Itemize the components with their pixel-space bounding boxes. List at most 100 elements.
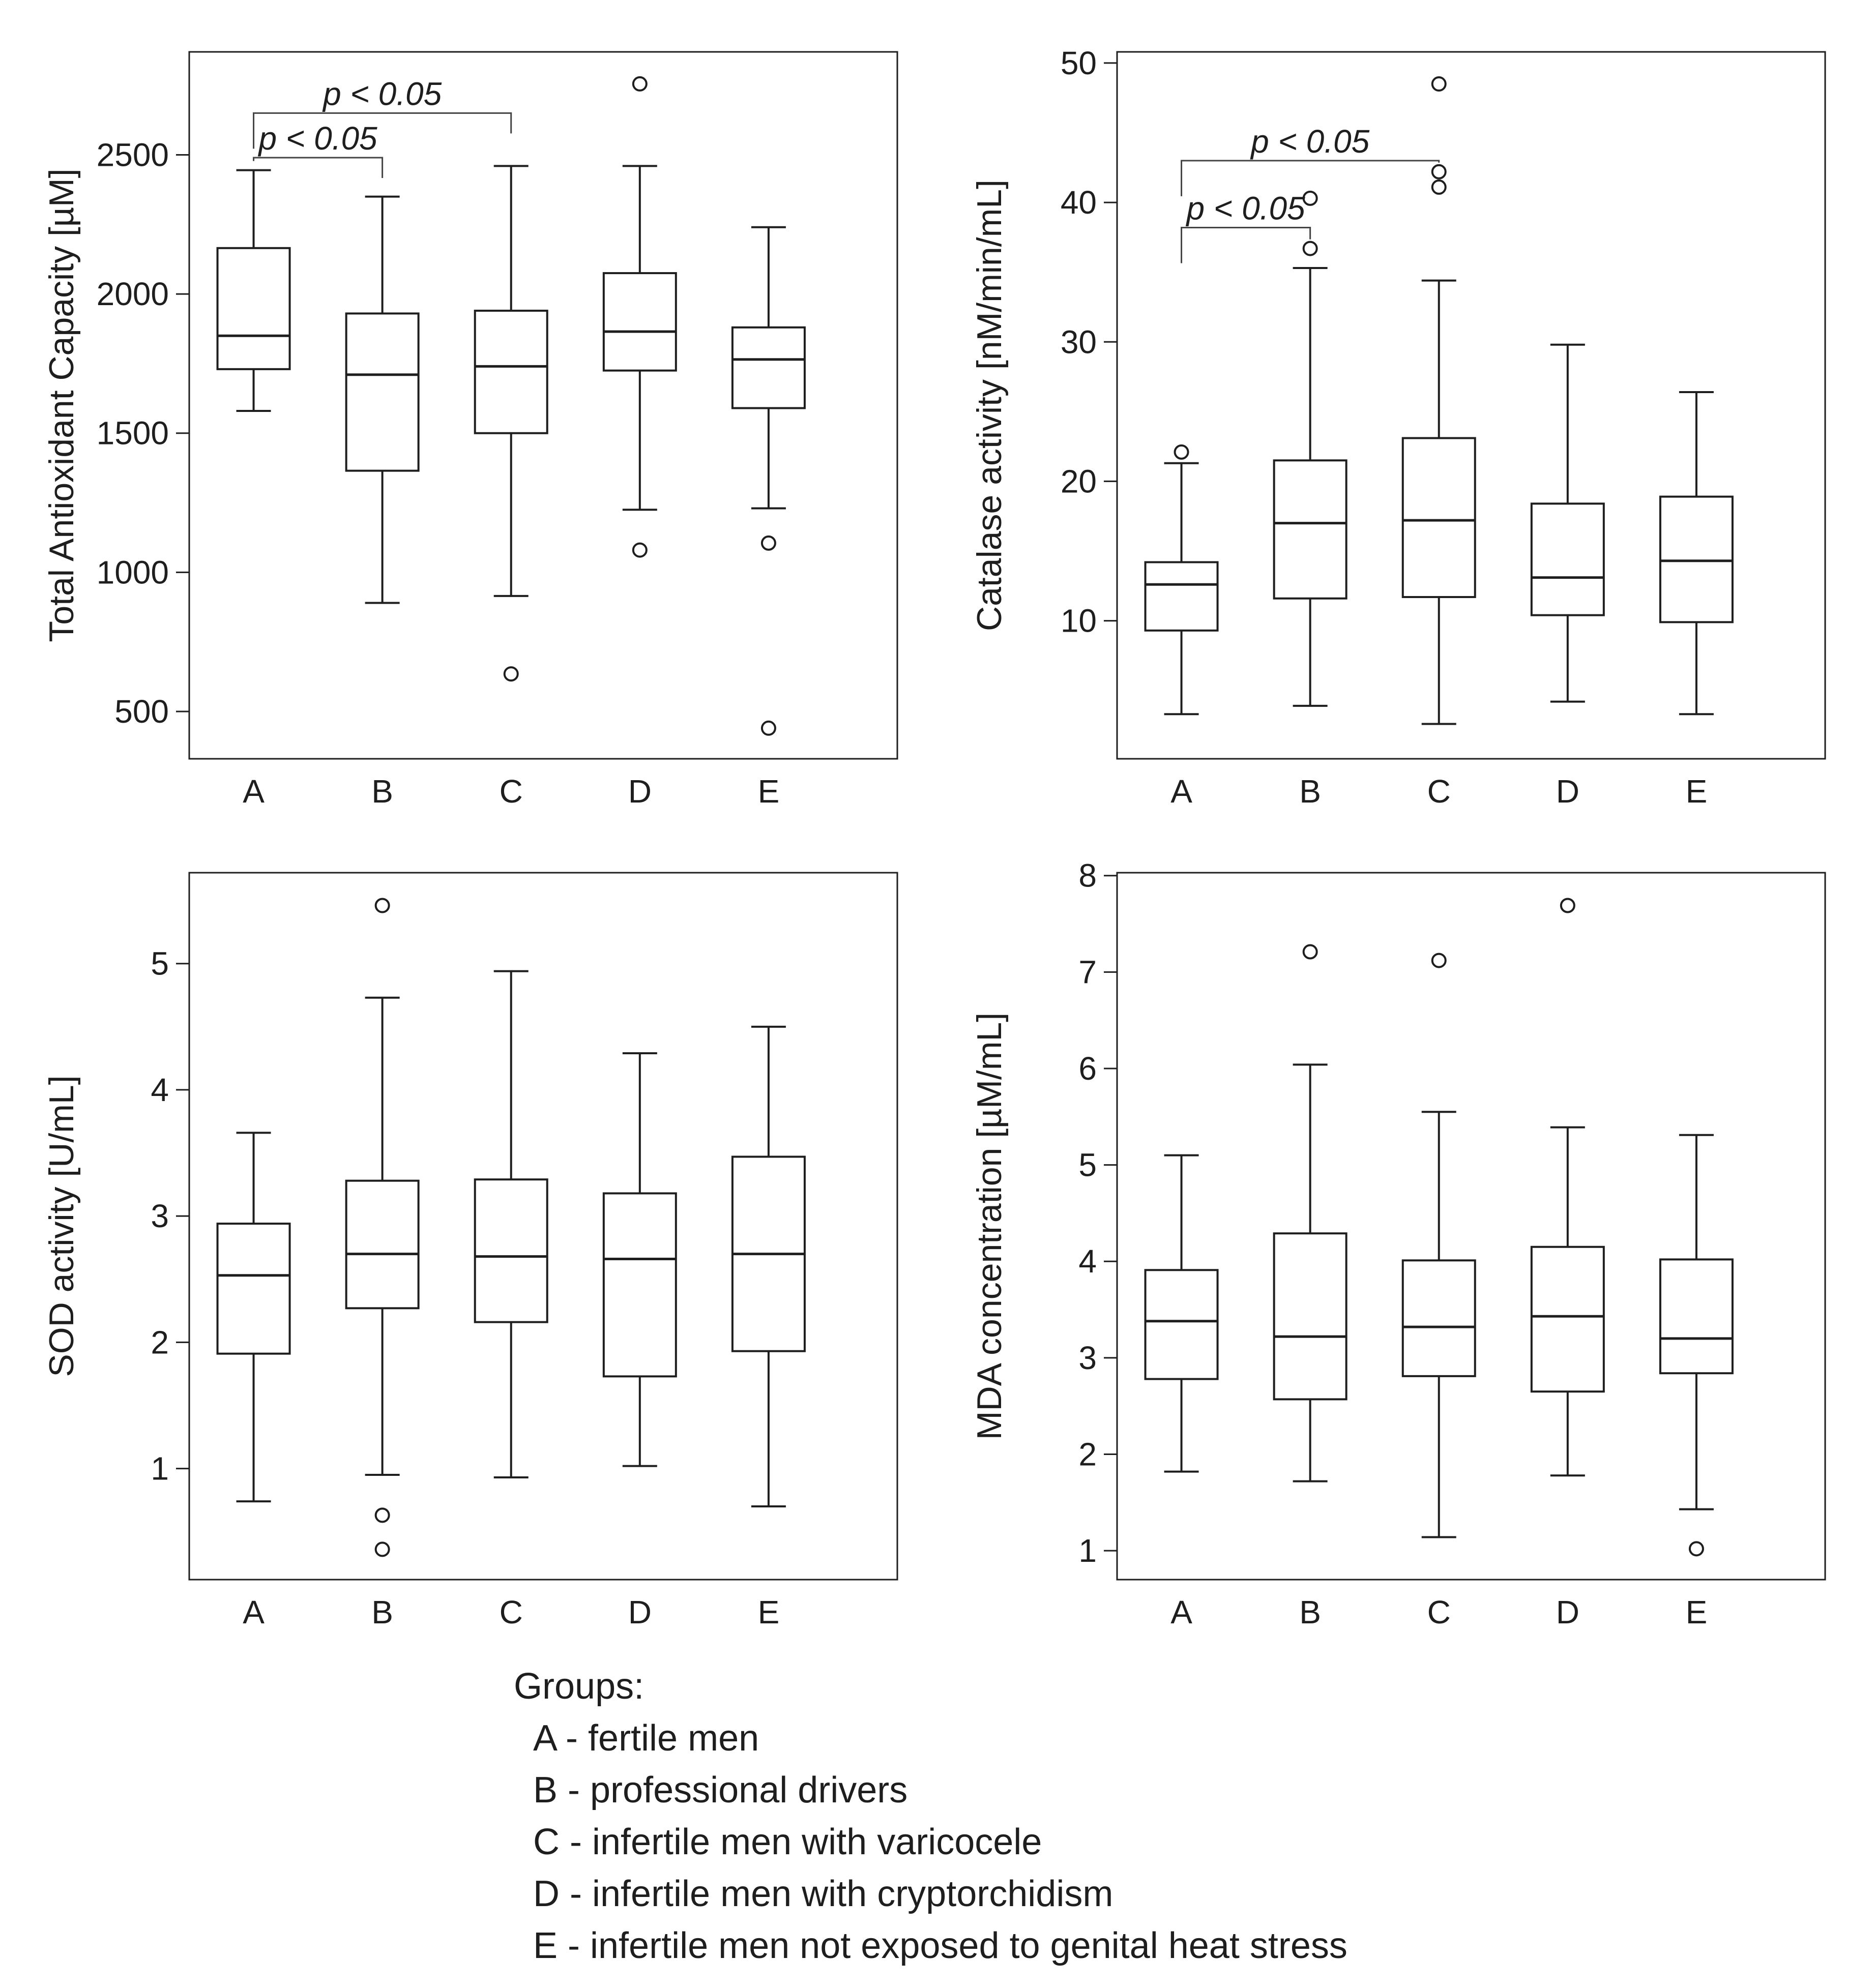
box-iqr (1659, 1258, 1734, 1375)
panel-sod-activity: 1 2 3 4 5 SOD activity [U/mL] A B C D E (42, 872, 898, 1630)
x-tick-label: C (1427, 773, 1451, 810)
significance-label: p < 0.05 (1186, 190, 1306, 226)
outlier-point (1431, 76, 1447, 92)
outlier-point (374, 1541, 390, 1557)
significance-label: p < 0.05 (322, 75, 442, 112)
outlier-point (1302, 944, 1318, 960)
y-tick-label: 2000 (97, 276, 169, 312)
legend-item-d: D - infertile men with cryptorchidism (533, 1874, 1113, 1914)
box-iqr (474, 309, 548, 434)
y-tick-label: 2 (151, 1324, 169, 1360)
x-tick-label: B (1299, 1594, 1321, 1630)
significance-label: p < 0.05 (1250, 123, 1370, 160)
box-iqr (602, 272, 677, 372)
x-tick-label: A (243, 773, 265, 810)
x-tick-label: C (500, 1594, 523, 1630)
y-tick-label: 1000 (97, 554, 169, 590)
outlier-point (374, 898, 390, 913)
x-tick-label: A (1170, 1594, 1192, 1630)
box-iqr (216, 247, 291, 370)
y-tick-label: 3 (151, 1198, 169, 1234)
box-iqr (1273, 1232, 1347, 1401)
y-axis-title: MDA concentration [µM/mL] (970, 1013, 1009, 1440)
box-iqr (1659, 495, 1734, 624)
x-tick-label: E (758, 773, 780, 810)
plot-frame (1116, 872, 1826, 1581)
significance-bracket (1181, 226, 1311, 263)
panel-total-antioxidant-capacity: 500 1000 1500 2000 2500 Total Antioxidant Cap… (42, 51, 898, 810)
legend-item-b: B - professional drivers (533, 1770, 907, 1811)
y-tick-label: 8 (1078, 857, 1097, 894)
y-tick-label: 10 (1061, 603, 1097, 639)
box-iqr (1401, 437, 1476, 598)
x-tick-label: D (1556, 1594, 1579, 1630)
y-tick-label: 6 (1078, 1050, 1097, 1087)
y-axis-title: SOD activity [U/mL] (42, 1075, 81, 1377)
outlier-point (1431, 179, 1447, 195)
box-iqr (1530, 1245, 1605, 1393)
plot-frame (188, 51, 898, 760)
y-tick-label: 20 (1061, 463, 1097, 499)
x-tick-label: A (1170, 773, 1192, 810)
y-tick-label: 40 (1061, 184, 1097, 221)
outlier-point (760, 535, 776, 551)
y-tick-label: 30 (1061, 323, 1097, 360)
legend-item-c: C - infertile men with varicocele (533, 1822, 1042, 1862)
panel-catalase-activity: 10 20 30 40 50 Catalase activity [nM/min/mL] A… (970, 45, 1826, 810)
outlier-point (374, 1507, 390, 1523)
y-tick-label: 4 (1078, 1243, 1097, 1280)
significance-bracket (253, 157, 384, 178)
box-iqr (1530, 502, 1605, 616)
y-tick-label: 4 (151, 1072, 169, 1108)
box-iqr (1401, 1259, 1476, 1377)
legend-item-a: A - fertile men (533, 1718, 759, 1759)
outlier-point (632, 542, 648, 558)
y-tick-label: 50 (1061, 45, 1097, 81)
significance-bracket (1181, 160, 1440, 196)
y-tick-label: 7 (1078, 954, 1097, 990)
x-tick-label: A (243, 1594, 265, 1630)
y-tick-label: 1 (1078, 1532, 1097, 1569)
x-tick-label: E (1686, 773, 1708, 810)
outlier-point (1302, 190, 1318, 206)
x-tick-label: B (371, 1594, 393, 1630)
x-tick-label: E (1686, 1594, 1708, 1630)
outlier-point (632, 76, 648, 92)
outlier-point (1688, 1541, 1704, 1557)
y-tick-label: 5 (1078, 1147, 1097, 1183)
box-iqr (216, 1223, 291, 1355)
significance-label: p < 0.05 (258, 120, 378, 157)
box-iqr (474, 1178, 548, 1323)
outlier-point (1560, 898, 1575, 913)
y-tick-label: 2500 (97, 136, 169, 173)
box-iqr (1144, 1269, 1219, 1380)
x-tick-label: B (371, 773, 393, 810)
y-tick-label: 5 (151, 945, 169, 982)
plot-frame (1116, 51, 1826, 760)
outlier-point (1431, 164, 1447, 180)
x-tick-label: B (1299, 773, 1321, 810)
plot-frame (188, 872, 898, 1581)
x-tick-label: D (1556, 773, 1579, 810)
outlier-point (503, 666, 519, 682)
y-axis-title: Catalase activity [nM/min/mL] (970, 180, 1009, 631)
y-tick-label: 500 (114, 693, 169, 730)
y-tick-label: 3 (1078, 1340, 1097, 1376)
x-tick-label: D (628, 773, 652, 810)
box-iqr (345, 1179, 420, 1310)
x-tick-label: D (628, 1594, 652, 1630)
significance-bracket (253, 112, 512, 149)
y-tick-label: 1 (151, 1450, 169, 1487)
legend-title: Groups: (514, 1666, 644, 1707)
panel-mda-concentration: 1 2 3 4 5 6 7 8 MDA concentration [µM/mL] A B C D E (970, 857, 1826, 1630)
x-tick-label: C (1427, 1594, 1451, 1630)
outlier-point (760, 720, 776, 736)
box-iqr (345, 312, 420, 472)
outlier-point (1431, 953, 1447, 968)
box-iqr (731, 326, 806, 409)
box-iqr (602, 1192, 677, 1378)
box-iqr (1144, 561, 1219, 632)
legend-item-e: E - infertile men not exposed to genital… (533, 1925, 1347, 1966)
legend: Groups: A - fertile men B - professional… (514, 1666, 1347, 1966)
